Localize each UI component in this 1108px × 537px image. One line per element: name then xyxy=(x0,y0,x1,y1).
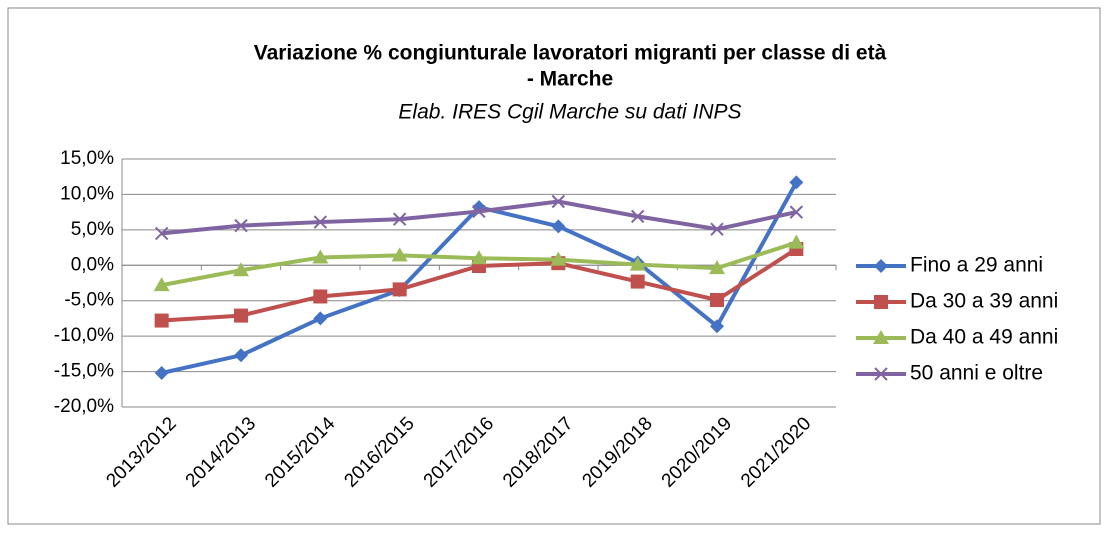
marker xyxy=(153,277,170,292)
y-tick-label: 15,0% xyxy=(60,148,114,169)
marker xyxy=(551,194,566,209)
marker xyxy=(313,215,328,229)
marker xyxy=(550,251,567,266)
marker xyxy=(392,212,407,226)
chart-title: - Marche xyxy=(527,68,613,91)
marker xyxy=(234,308,248,323)
marker xyxy=(630,209,645,224)
legend-label: Da 40 a 49 anni xyxy=(910,326,1058,349)
marker xyxy=(471,250,487,265)
marker xyxy=(709,260,725,275)
chart-subtitle: Elab. IRES Cgil Marche su dati INPS xyxy=(398,101,741,124)
marker xyxy=(874,295,888,309)
marker xyxy=(313,289,328,304)
marker xyxy=(789,175,804,190)
marker xyxy=(629,256,646,271)
legend-label: Da 30 a 39 anni xyxy=(910,290,1058,313)
marker xyxy=(710,293,724,308)
marker xyxy=(788,234,805,249)
marker xyxy=(391,247,408,262)
marker xyxy=(154,226,169,241)
legend-label: 50 anni e oltre xyxy=(910,362,1043,385)
marker xyxy=(710,222,724,236)
chart-title: Variazione % congiunturale lavoratori mi… xyxy=(254,42,887,65)
marker xyxy=(874,259,888,273)
marker xyxy=(874,367,888,381)
marker xyxy=(313,311,328,326)
marker xyxy=(233,262,249,277)
marker xyxy=(312,249,329,264)
marker xyxy=(234,218,248,233)
y-tick-label: -5,0% xyxy=(64,290,114,311)
marker xyxy=(630,274,645,289)
legend-label: Fino a 29 anni xyxy=(910,254,1043,277)
marker xyxy=(789,205,804,219)
y-tick-label: -10,0% xyxy=(54,325,114,346)
marker xyxy=(873,330,889,344)
marker xyxy=(234,348,248,363)
marker xyxy=(710,319,724,334)
y-tick-label: -15,0% xyxy=(54,361,114,382)
marker xyxy=(472,204,486,219)
y-tick-label: -20,0% xyxy=(54,396,114,417)
y-tick-label: 10,0% xyxy=(60,183,114,204)
marker xyxy=(551,219,566,234)
marker xyxy=(154,313,169,328)
y-tick-label: 0,0% xyxy=(71,254,114,275)
marker xyxy=(392,282,407,297)
marker xyxy=(154,365,169,380)
y-tick-label: 5,0% xyxy=(71,219,114,240)
